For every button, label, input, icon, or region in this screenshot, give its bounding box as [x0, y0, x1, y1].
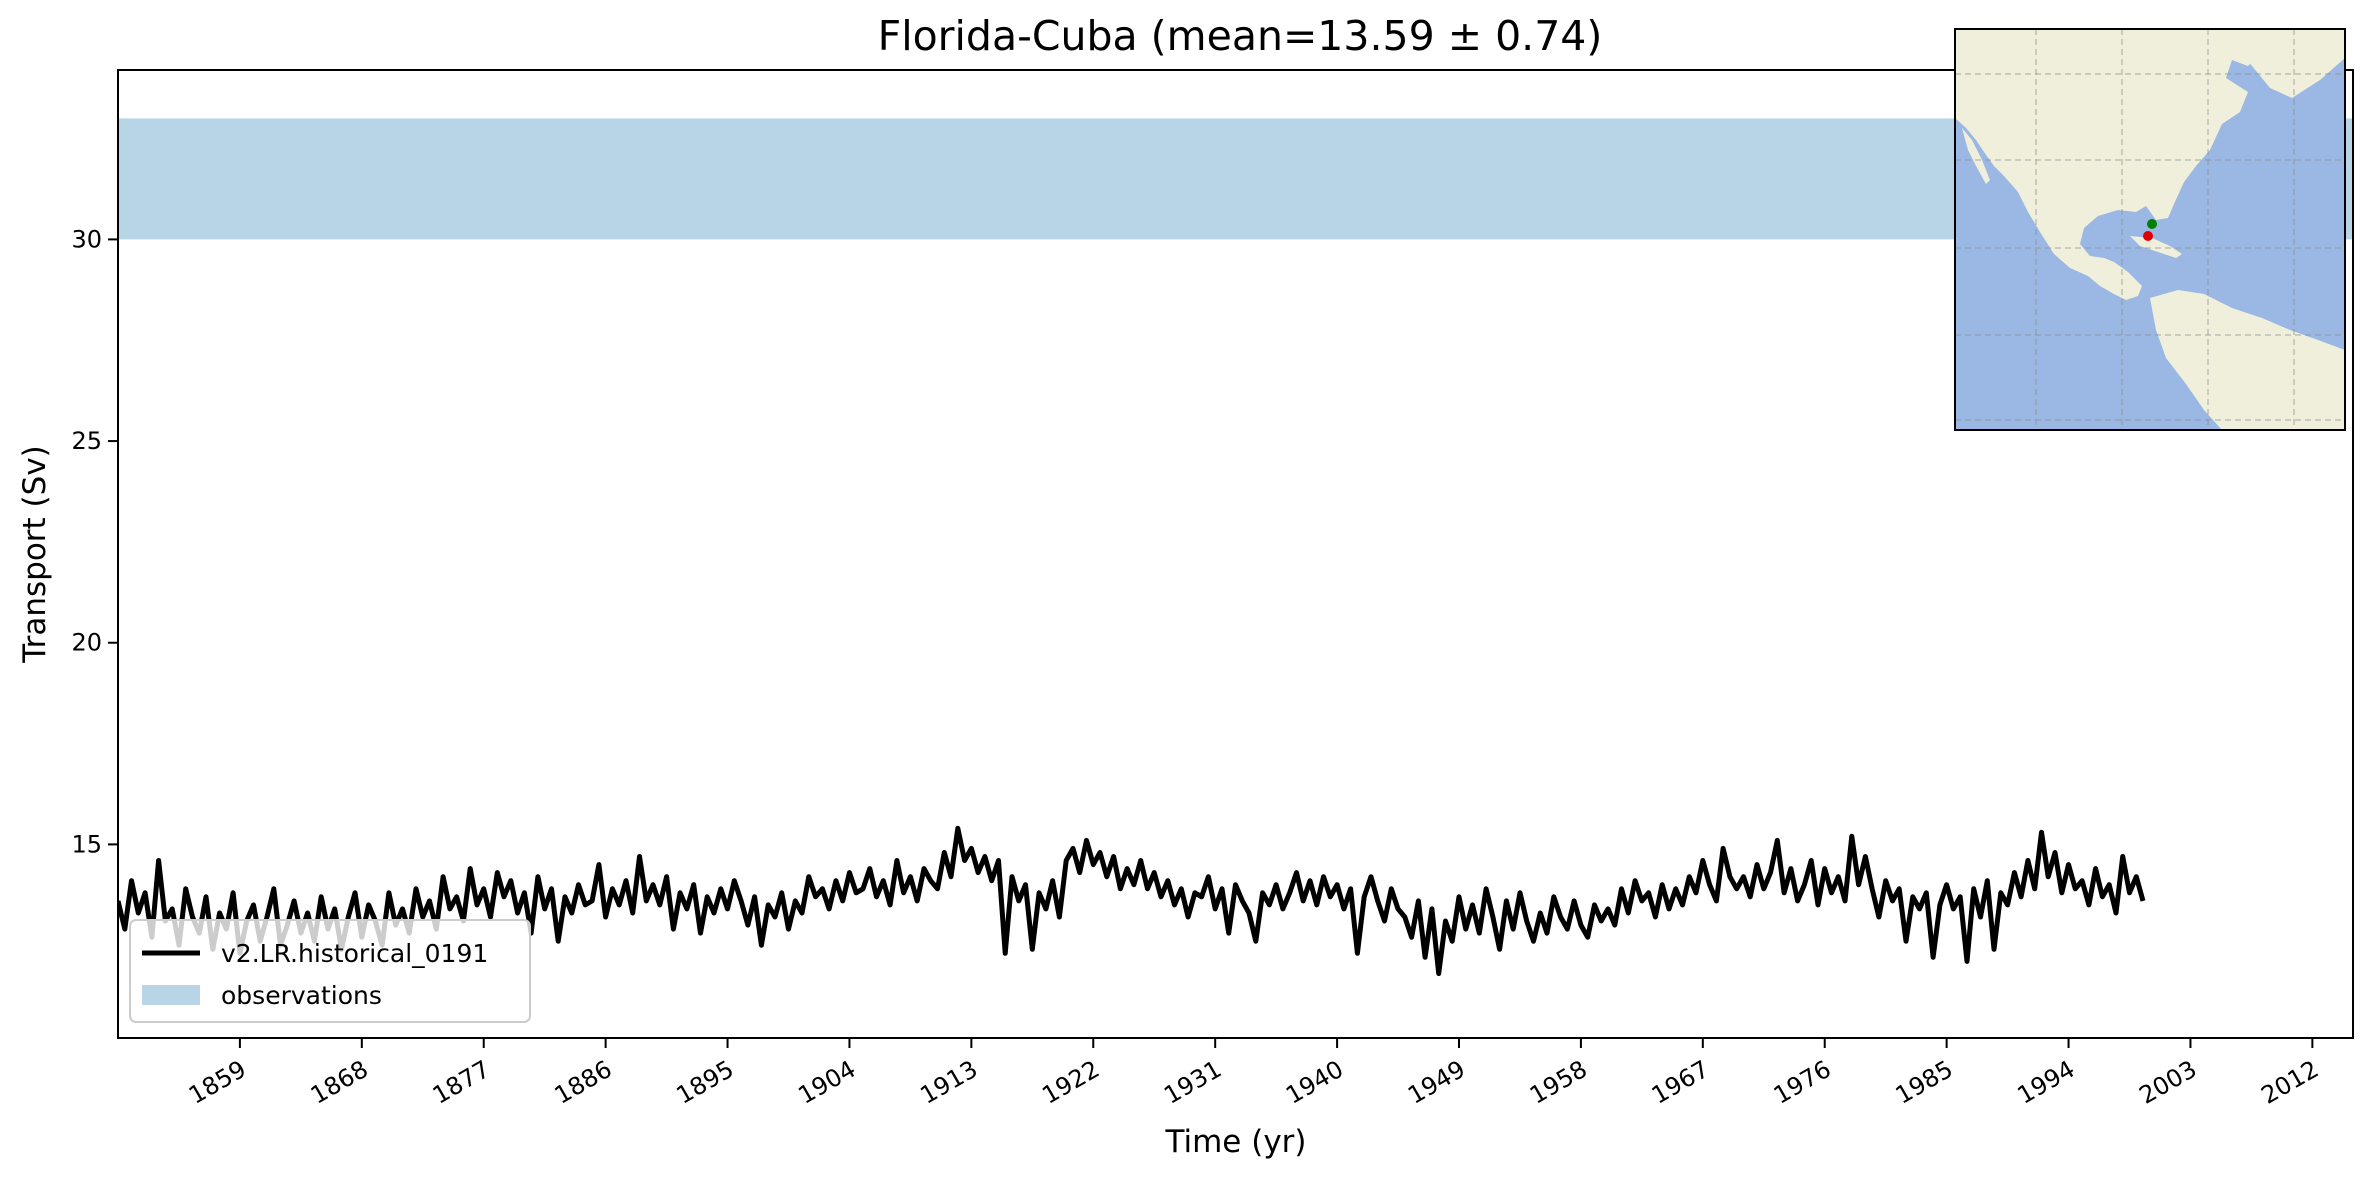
x-tick-label: 1976: [1769, 1055, 1836, 1110]
legend: v2.LR.historical_0191 observations: [129, 919, 531, 1023]
x-tick-label: 1994: [2013, 1055, 2080, 1110]
north-america-land: [1955, 29, 2262, 300]
section-start-marker: [2147, 219, 2157, 229]
x-tick-label: 1886: [550, 1055, 617, 1110]
x-tick-label: 1922: [1037, 1055, 1104, 1110]
x-tick-label: 1967: [1647, 1055, 1714, 1110]
x-tick-label: 1985: [1891, 1055, 1958, 1110]
x-tick-label: 2003: [2135, 1055, 2202, 1110]
y-tick-label: 25: [71, 427, 102, 455]
y-axis-label: Transport (Sv): [17, 445, 53, 664]
legend-observations-swatch: [142, 985, 200, 1005]
section-end-marker: [2143, 231, 2153, 241]
chart-title: Florida-Cuba (mean=13.59 ± 0.74): [878, 12, 1603, 60]
x-axis-ticks: 1859 1868 1877 1886 1895 1904 1913 1922 1931 1940…: [184, 1038, 2323, 1110]
y-tick-label: 20: [71, 629, 102, 657]
plot-frame: [117, 69, 2354, 1039]
x-tick-label: 2012: [2256, 1055, 2323, 1110]
series-line-v2-lr-historical-0191: [118, 825, 2146, 976]
x-tick-label: 1895: [672, 1055, 739, 1110]
x-tick-label: 1931: [1159, 1055, 1226, 1110]
x-tick-label: 1940: [1281, 1055, 1348, 1110]
y-tick-label: 15: [71, 830, 102, 858]
x-tick-label: 1877: [428, 1055, 495, 1110]
greenland-land: [2232, 29, 2345, 98]
y-tick-label: 30: [71, 225, 102, 253]
legend-label-series: v2.LR.historical_0191: [221, 939, 488, 968]
x-tick-label: 1913: [915, 1055, 982, 1110]
y-axis-ticks: 15 20 25 30: [71, 225, 118, 858]
inset-map-frame: [1954, 28, 2346, 431]
x-tick-label: 1904: [794, 1055, 861, 1110]
legend-box: [129, 919, 531, 1023]
south-america-land: [2150, 290, 2345, 430]
x-tick-label: 1868: [306, 1055, 373, 1110]
x-tick-label: 1958: [1525, 1055, 1592, 1110]
baja-peninsula-land: [1962, 128, 1990, 184]
inset-map-gridlines: [1955, 29, 2345, 430]
cuba-land: [2130, 236, 2182, 258]
x-tick-label: 1949: [1403, 1055, 1470, 1110]
inset-map: [1954, 28, 2346, 431]
x-tick-label: 1859: [184, 1055, 251, 1110]
legend-label-observations: observations: [221, 981, 382, 1010]
x-axis-label: Time (yr): [1165, 1124, 1307, 1160]
inset-map-landmasses: [1955, 29, 2345, 430]
